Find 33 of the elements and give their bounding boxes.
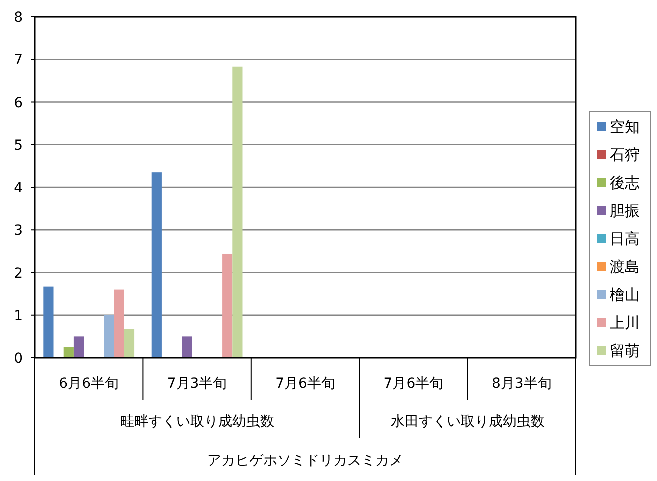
y-tick-label: 5 [14, 138, 23, 154]
y-tick-label: 8 [14, 10, 23, 26]
legend-label: 渡島 [610, 258, 640, 276]
y-tick-label: 1 [14, 308, 23, 324]
bar [74, 336, 84, 358]
text: 水田すくい取り成幼虫数 [390, 414, 545, 430]
bar [222, 254, 233, 358]
legend-label: 後志 [610, 174, 640, 192]
x-axis-title: アカヒゲホソミドリカスミカメ [208, 453, 404, 469]
y-tick-label: 6 [14, 95, 24, 112]
bar [152, 172, 162, 358]
bar [182, 336, 192, 358]
bar [124, 329, 135, 358]
bar [232, 66, 243, 358]
legend-label: 上川 [610, 314, 640, 332]
legend-label: 胆振 [610, 202, 640, 220]
y-tick-label: 7 [14, 52, 23, 69]
x-tick-label: 6月6半旬 [59, 376, 120, 392]
x-tick-label: 8月3半旬 [492, 376, 552, 392]
legend-label: 檜山 [610, 286, 640, 304]
x-tick-label: 7月6半旬 [276, 376, 336, 392]
y-tick-label: 3 [14, 223, 23, 240]
y-tick-label: 4 [14, 180, 24, 196]
legend-label: 空知 [610, 118, 640, 136]
legend-label: 日高 [610, 230, 640, 248]
legend-label: 石狩 [610, 146, 640, 164]
legend-label: 留萌 [610, 342, 640, 360]
x-tick-label: 7月6半旬 [384, 376, 444, 392]
x-tick-label: 7月3半旬 [167, 376, 228, 392]
y-tick-label: 0 [14, 351, 23, 367]
text: 畦畔すくい取り成幼虫数 [120, 414, 274, 430]
bar [44, 286, 54, 358]
y-tick-label: 2 [14, 266, 23, 282]
